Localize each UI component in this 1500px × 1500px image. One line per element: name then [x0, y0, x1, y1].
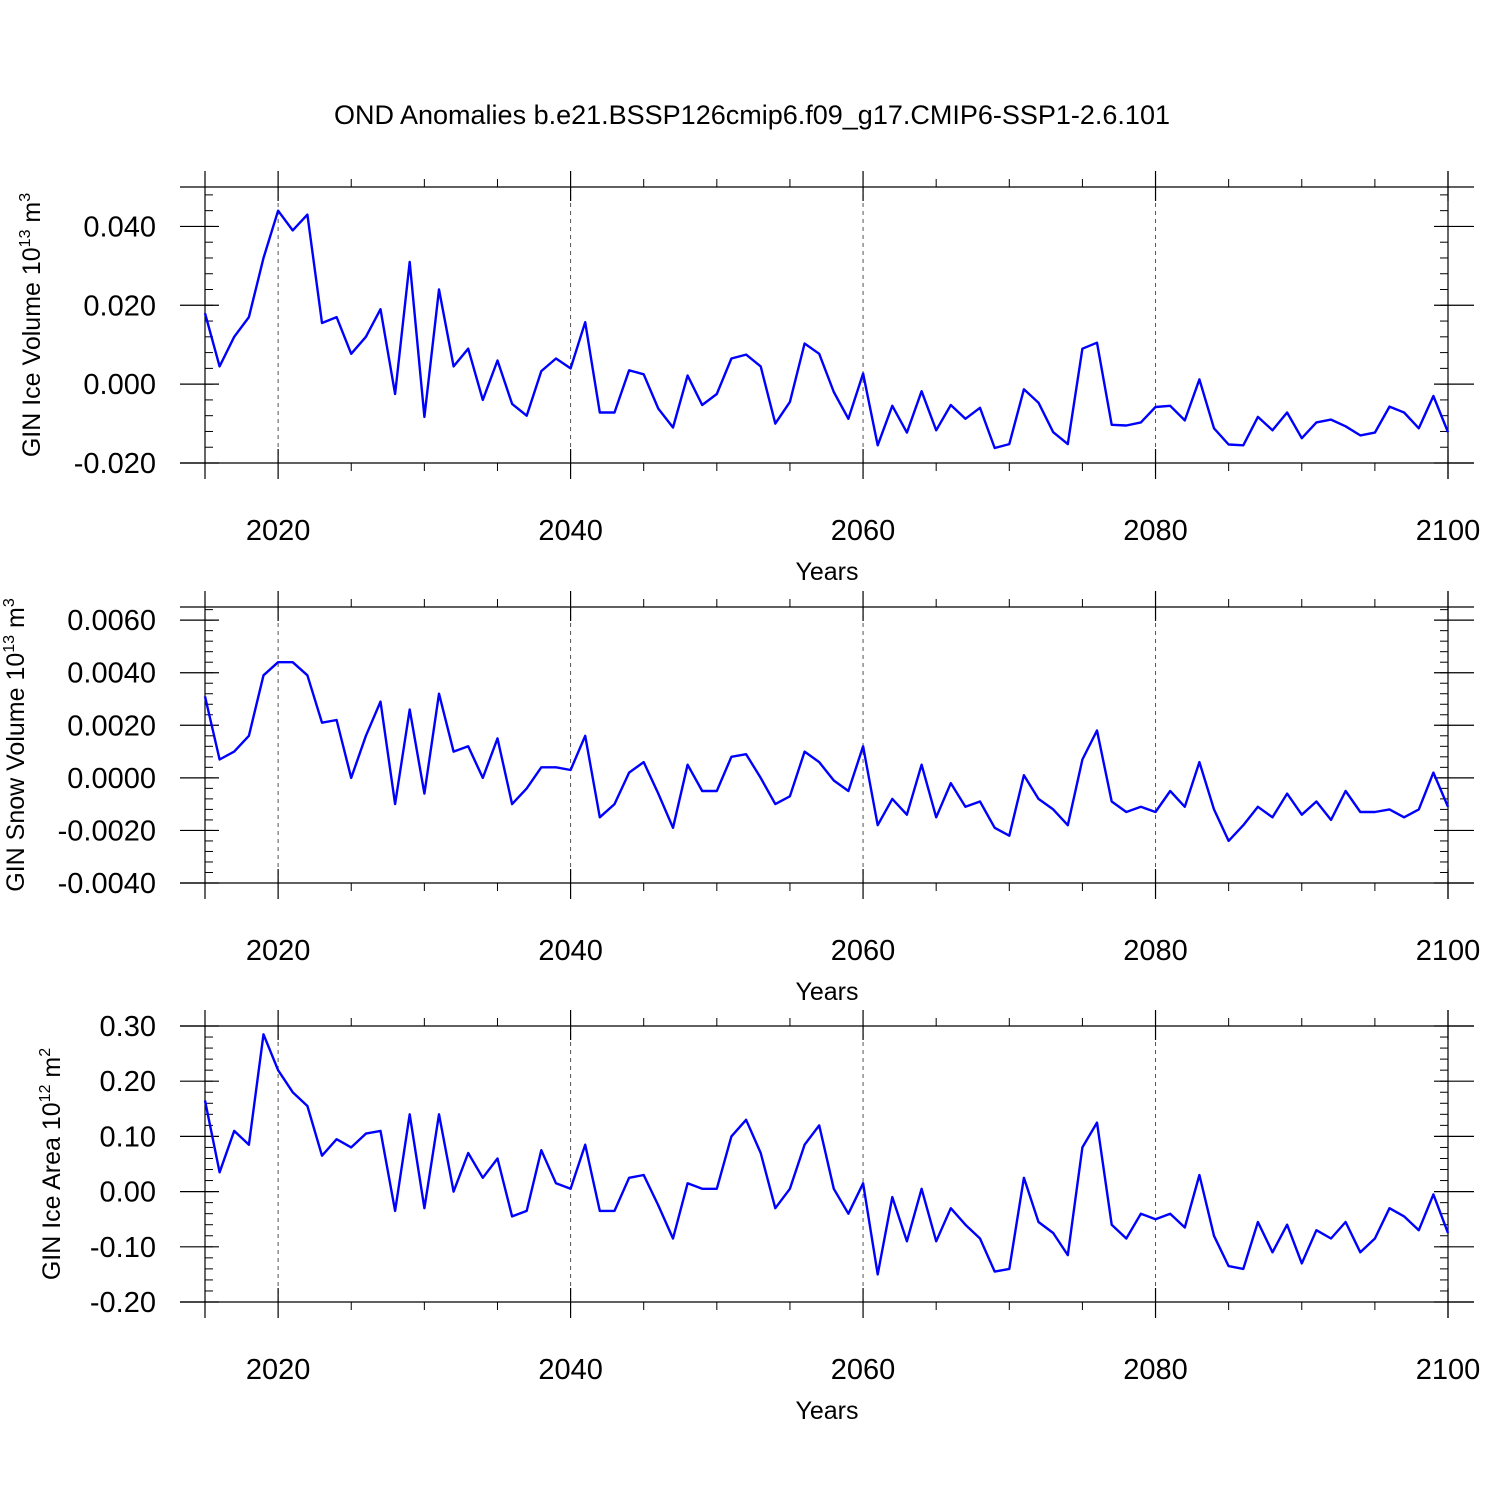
- y-tick-label: 0.30: [100, 1011, 156, 1043]
- y-tick-label: 0.0060: [67, 605, 156, 637]
- x-tick-label: 2080: [1123, 1354, 1188, 1386]
- chart-title: OND Anomalies b.e21.BSSP126cmip6.f09_g17…: [334, 100, 1170, 130]
- y-tick-label: 0.20: [100, 1066, 156, 1098]
- x-axis-label: Years: [795, 558, 858, 586]
- series-line: [203, 209, 1450, 450]
- x-tick-label: 2080: [1123, 935, 1188, 967]
- x-tick-label: 2020: [246, 515, 311, 547]
- panels: -0.020 0.000 0.020 0.040 2020 2040 2060 2080 210…: [1, 171, 1480, 1425]
- x-axis-label: Years: [795, 1397, 858, 1425]
- y-tick-label: 0.10: [100, 1121, 156, 1153]
- x-tick-label: 2060: [831, 515, 896, 547]
- x-tick-label: 2040: [538, 515, 603, 547]
- y-tick-label: 0.00: [100, 1177, 156, 1209]
- x-tick-label: 2040: [538, 935, 603, 967]
- panel-1: -0.020 0.000 0.020 0.040 2020 2040 2060 2080 210…: [17, 171, 1480, 586]
- y-tick-label: 0.040: [83, 211, 156, 243]
- y-tick-label: -0.10: [90, 1232, 156, 1264]
- y-tick-label: -0.0040: [58, 868, 156, 900]
- x-tick-label: 2100: [1416, 935, 1481, 967]
- series-line: [203, 661, 1450, 843]
- x-tick-label: 2060: [831, 1354, 896, 1386]
- y-axis-label: GIN Ice Volume 1013 m3: [17, 193, 46, 457]
- panel-2: -0.0040 -0.0020 0.0000 0.0020 0.0040 0.0060 20…: [1, 591, 1480, 1006]
- y-tick-label: -0.20: [90, 1287, 156, 1319]
- y-tick-label: 0.0040: [67, 658, 156, 690]
- x-tick-label: 2020: [246, 1354, 311, 1386]
- y-tick-label: 0.000: [83, 369, 156, 401]
- x-tick-label: 2100: [1416, 1354, 1481, 1386]
- x-tick-label: 2080: [1123, 515, 1188, 547]
- x-tick-label: 2060: [831, 935, 896, 967]
- y-axis-label: GIN Ice Area 1012 m2: [37, 1048, 66, 1280]
- y-tick-label: 0.020: [83, 290, 156, 322]
- x-axis-label: Years: [795, 978, 858, 1006]
- x-tick-label: 2040: [538, 1354, 603, 1386]
- series-line: [203, 1033, 1450, 1276]
- x-tick-label: 2100: [1416, 515, 1481, 547]
- panel-3: -0.20 -0.10 0.00 0.10 0.20 0.30 2020 2040 2060 20…: [37, 1010, 1480, 1425]
- y-tick-label: 0.0020: [67, 710, 156, 742]
- y-tick-label: 0.0000: [67, 763, 156, 795]
- y-tick-label: -0.020: [74, 448, 156, 480]
- y-axis-label: GIN Snow Volume 1013 m3: [1, 598, 30, 892]
- y-tick-label: -0.0020: [58, 815, 156, 847]
- x-tick-label: 2020: [246, 935, 311, 967]
